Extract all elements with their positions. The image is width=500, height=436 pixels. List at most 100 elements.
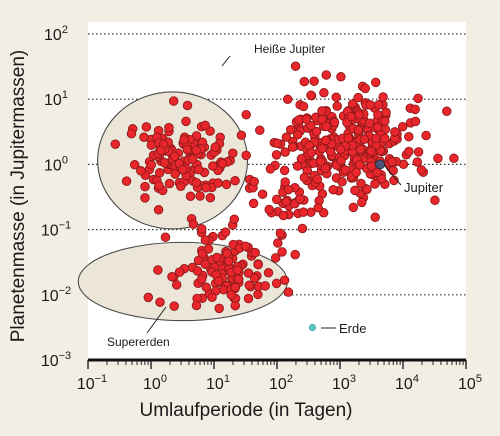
exoplanet-point [317, 106, 327, 116]
exoplanet-point [362, 184, 372, 195]
exoplanet-point [282, 94, 293, 105]
x-axis-ticks: 10−1 100 101 102 103 104 105 [77, 360, 482, 393]
exoplanet-point [331, 92, 341, 102]
x-tick-label: 102 [269, 373, 293, 393]
exoplanet-point [292, 161, 303, 171]
exoplanet-point [290, 249, 300, 260]
exoplanet-point [248, 198, 259, 209]
y-axis-title: Planetenmasse (in Jupitermassen) [8, 50, 29, 343]
exoplanet-point [275, 228, 286, 239]
exoplanet-point [281, 196, 291, 207]
y-axis-ticks: 10−3 10−2 10−1 100 101 102 [41, 24, 71, 370]
exoplanet-point [390, 127, 400, 137]
exoplanet-point [201, 282, 212, 293]
exoplanet-point [433, 153, 443, 164]
exoplanet-point [306, 90, 316, 101]
exoplanet-point [370, 77, 381, 88]
x-tick-label: 104 [395, 373, 419, 393]
exoplanet-point [177, 164, 188, 175]
exoplanet-point [253, 289, 263, 300]
exoplanet-point [343, 133, 354, 143]
exoplanet-point [240, 241, 251, 251]
exoplanet-point [372, 122, 383, 132]
exoplanet-point [337, 177, 347, 187]
exoplanet-point [191, 177, 202, 188]
exoplanet-point [197, 224, 207, 234]
exoplanet-point [271, 150, 282, 160]
x-tick-label: 101 [206, 373, 230, 393]
exoplanet-point [271, 278, 282, 289]
exoplanet-point [136, 166, 146, 176]
exoplanet-point [243, 268, 254, 278]
exoplanet-point [413, 93, 423, 104]
y-tick-label: 102 [44, 24, 68, 44]
exoplanet-point [174, 267, 185, 277]
exoplanet-point [413, 147, 424, 157]
exoplanet-point [156, 145, 166, 156]
exoplanet-point [167, 271, 177, 282]
exoplanet-point [139, 132, 149, 142]
exoplanet-point [220, 227, 231, 237]
exoplanet-point [309, 76, 319, 86]
exoplanet-point [410, 116, 421, 127]
exoplanet-point [159, 158, 170, 168]
exoplanet-point [249, 273, 260, 283]
exoplanet-point [351, 167, 361, 178]
exoplanet-point [421, 130, 431, 141]
exoplanet-point [357, 197, 367, 208]
exoplanet-point [359, 134, 370, 145]
exoplanet-point [192, 266, 203, 276]
exoplanet-point [278, 210, 289, 221]
exoplanet-point [213, 276, 224, 286]
exoplanet-point [255, 125, 265, 136]
exoplanet-point [155, 297, 165, 307]
exoplanet-point [222, 248, 232, 259]
exoplanet-point [297, 223, 308, 234]
exoplanet-point [154, 180, 164, 191]
exoplanet-point [153, 265, 163, 275]
hot-jupiter-leader-line [221, 55, 231, 67]
exoplanet-point [376, 174, 387, 184]
exoplanet-point [404, 131, 414, 142]
exoplanet-point [253, 259, 263, 270]
exoplanet-point [195, 191, 205, 201]
exoplanet-point [273, 238, 283, 248]
exoplanet-point [121, 176, 132, 186]
exoplanet-point [287, 142, 298, 152]
exoplanet-point [370, 179, 380, 189]
exoplanet-point [336, 72, 346, 82]
exoplanet-point [387, 156, 397, 167]
exoplanet-point [234, 274, 244, 284]
exoplanet-point [329, 117, 340, 128]
exoplanet-point [208, 161, 218, 171]
exoplanet-point [244, 280, 254, 291]
exoplanet-point [350, 185, 360, 196]
exoplanet-point [356, 178, 366, 189]
exoplanet-point [169, 301, 179, 311]
exoplanet-point [378, 92, 388, 102]
exoplanet-point [230, 300, 241, 311]
exoplanet-point [160, 232, 171, 242]
exoplanet-point [380, 116, 390, 126]
exoplanet-point [298, 207, 309, 217]
exoplanet-point [299, 172, 310, 183]
exoplanet-point [236, 130, 247, 141]
exoplanet-point [126, 128, 137, 139]
exoplanet-point [230, 175, 240, 186]
exoplanet-point [110, 139, 121, 149]
exoplanet-point [187, 154, 198, 164]
exoplanet-point [416, 165, 427, 175]
exoplanet-point [348, 202, 359, 213]
exoplanet-point [226, 290, 237, 300]
exoplanet-point [223, 256, 234, 266]
exoplanet-point [249, 176, 259, 187]
exoplanet-point [200, 235, 211, 245]
exoplanet-point [185, 191, 196, 202]
exoplanet-point [272, 138, 282, 149]
exoplanet-point [279, 165, 290, 176]
jupiter-point [375, 159, 386, 170]
exoplanet-point [257, 189, 268, 199]
exoplanet-point [299, 76, 310, 87]
exoplanet-point [306, 148, 316, 158]
